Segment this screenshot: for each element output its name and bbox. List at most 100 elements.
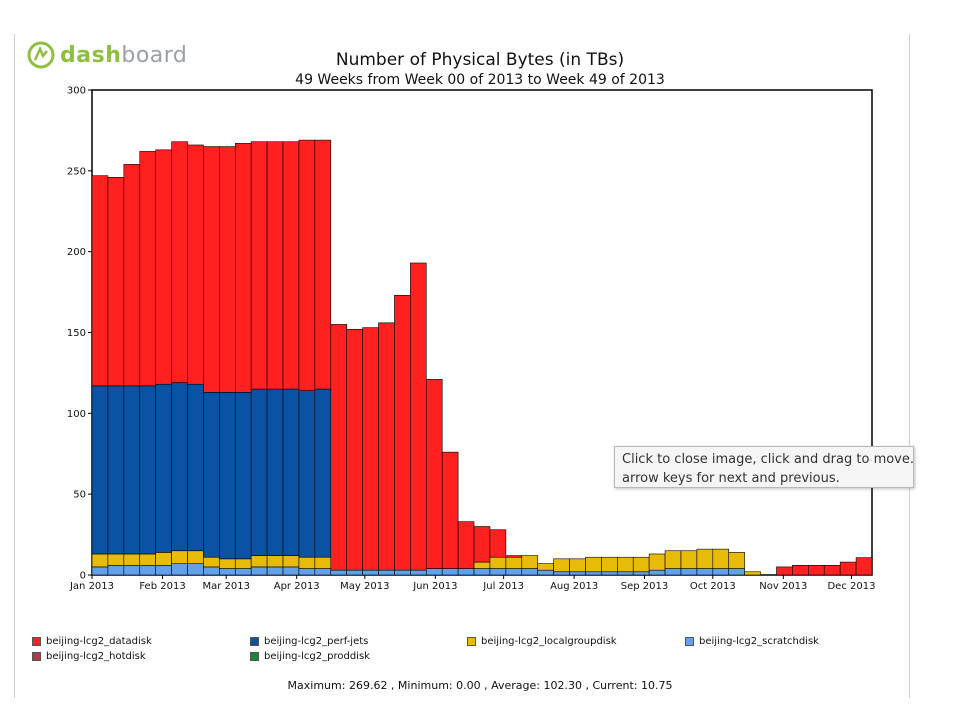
bar-localgroupdisk-week-9 [234,558,252,569]
legend-item-localgroupdisk: beijing-lcg2_localgroupdisk [467,636,617,647]
x-tick-label-10: Nov 2013 [759,581,807,592]
bar-datadisk-week-21 [425,379,443,569]
bar-localgroupdisk-week-33 [617,556,634,573]
y-tick-label-200: 200 [67,247,86,258]
bar-scratchdisk-week-6 [187,563,204,576]
bar-datadisk-week-14 [314,139,332,390]
legend-label-proddisk: beijing-lcg2_proddisk [264,651,370,662]
frame-right-line [909,34,910,698]
bar-scratchdisk-week-37 [680,568,698,576]
bar-perf_jets-week-14 [314,388,332,558]
bar-localgroupdisk-week-10 [250,555,268,568]
bar-perf_jets-week-1 [107,385,125,555]
bar-localgroupdisk-week-39 [712,548,730,569]
chart-title: Number of Physical Bytes (in TBs) [335,50,625,70]
y-tick-label-250: 250 [67,166,86,177]
bar-localgroupdisk-week-38 [696,548,714,569]
bar-datadisk-week-7 [203,146,220,393]
tooltip-line-2: arrow keys for next and previous. [622,471,840,486]
x-tick-label-9: Oct 2013 [690,581,736,592]
bar-scratchdisk-week-14 [314,568,332,576]
bar-datadisk-week-9 [234,143,252,393]
bar-localgroupdisk-week-24 [473,561,491,569]
bar-localgroupdisk-week-4 [155,552,172,566]
bar-localgroupdisk-week-5 [171,550,188,564]
bar-localgroupdisk-week-36 [664,550,682,569]
tooltip-line-1: Click to close image, click and drag to … [622,452,914,467]
bar-datadisk-week-1 [107,177,125,387]
bar-perf_jets-week-6 [187,383,204,552]
bar-scratchdisk-week-33 [617,571,634,576]
bar-scratchdisk-week-25 [489,568,507,576]
bar-scratchdisk-week-0 [91,566,109,576]
y-tick-label-100: 100 [67,409,86,420]
bar-scratchdisk-week-5 [171,563,188,576]
bar-scratchdisk-week-17 [362,569,379,576]
bar-datadisk-week-23 [457,521,475,569]
bar-perf_jets-week-13 [298,390,316,558]
bar-datadisk-week-26 [505,555,523,558]
bar-perf_jets-week-4 [155,383,172,553]
bar-perf_jets-week-0 [91,385,109,555]
bar-scratchdisk-week-9 [234,568,252,576]
bar-scratchdisk-week-31 [585,571,602,576]
x-tick-label-3: Apr 2013 [274,581,320,592]
bar-perf_jets-week-7 [203,392,220,558]
logo-text-dash: dash [60,42,122,68]
logo-text-board: board [121,42,188,68]
legend-item-datadisk: beijing-lcg2_datadisk [32,636,152,647]
bar-datadisk-week-2 [123,164,141,387]
image-viewer-tooltip[interactable]: Click to close image, click and drag to … [614,446,914,488]
bar-localgroupdisk-week-29 [553,558,570,573]
bar-scratchdisk-week-13 [298,568,316,576]
legend-swatch-hotdisk [32,652,41,661]
bar-scratchdisk-week-22 [441,568,459,576]
bar-localgroupdisk-week-41 [744,571,761,576]
bar-datadisk-week-13 [298,139,316,391]
bar-localgroupdisk-week-25 [489,556,507,569]
bar-localgroupdisk-week-40 [728,552,745,569]
bar-perf_jets-week-2 [123,385,141,555]
legend-item-perf-jets: beijing-lcg2_perf-jets [250,636,368,647]
y-tick-label-300: 300 [67,86,86,97]
bar-scratchdisk-week-12 [282,566,300,576]
x-tick-label-6: Jul 2013 [482,581,524,592]
bar-datadisk-week-6 [187,144,204,385]
legend-label-hotdisk: beijing-lcg2_hotdisk [46,651,146,662]
legend-swatch-scratchdisk [685,637,694,646]
x-tick-label-0: Jan 2013 [69,581,114,592]
bar-scratchdisk-week-27 [521,568,539,576]
bar-perf_jets-week-9 [234,392,252,560]
bar-datadisk-week-47 [839,561,857,576]
dashboard-logo: dashboard [26,38,187,72]
bar-localgroupdisk-week-2 [123,553,141,566]
legend-item-hotdisk: beijing-lcg2_hotdisk [32,651,146,662]
bar-localgroupdisk-week-1 [107,553,125,566]
legend-label-scratchdisk: beijing-lcg2_scratchdisk [699,636,819,647]
y-tick-label-0: 0 [80,571,86,582]
bar-scratchdisk-week-30 [569,571,586,576]
bar-datadisk-week-25 [489,529,507,558]
bar-localgroupdisk-week-11 [266,555,284,568]
bar-scratchdisk-week-36 [664,568,682,576]
bar-datadisk-week-0 [91,175,109,387]
bar-scratchdisk-week-29 [553,571,570,576]
bar-scratchdisk-week-1 [107,564,125,576]
bar-scratchdisk-week-18 [378,569,395,576]
bar-scratchdisk-week-15 [330,569,347,576]
bar-scratchdisk-week-20 [410,569,427,576]
bar-datadisk-week-12 [282,141,300,390]
legend-item-scratchdisk: beijing-lcg2_scratchdisk [685,636,819,647]
x-tick-label-1: Feb 2013 [139,581,185,592]
bar-datadisk-week-43 [776,566,793,576]
bar-datadisk-week-44 [792,564,809,576]
bar-localgroupdisk-week-31 [585,556,602,573]
bar-scratchdisk-week-3 [139,564,156,576]
bar-localgroupdisk-week-34 [632,556,650,573]
bar-scratchdisk-week-39 [712,568,730,576]
frame-left-line [14,34,15,698]
x-tick-label-4: May 2013 [340,581,389,592]
bar-localgroupdisk-week-0 [91,553,109,568]
bar-scratchdisk-week-4 [155,564,172,576]
